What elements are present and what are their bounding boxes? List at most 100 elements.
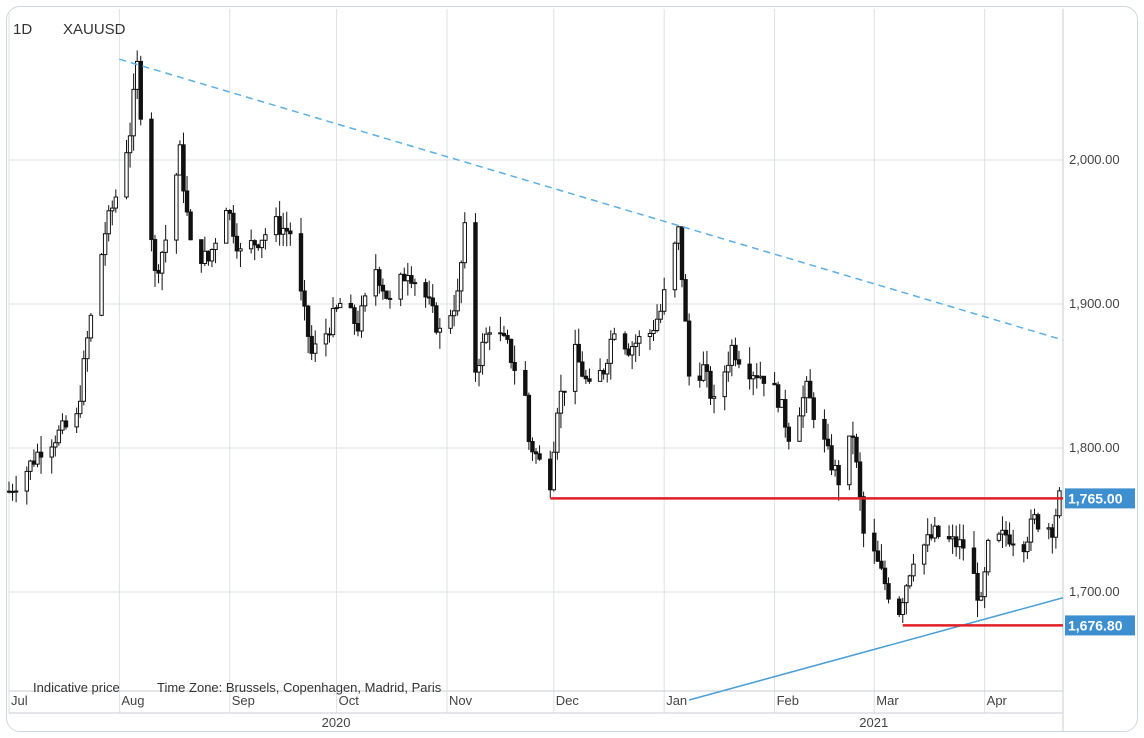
candle-body[interactable] [505,335,510,340]
candle-body[interactable] [754,375,759,379]
candle-body[interactable] [49,446,54,458]
candle-body[interactable] [284,227,289,232]
candle-body[interactable] [231,212,236,237]
candle-body[interactable] [751,375,756,380]
candle-body[interactable] [986,539,991,573]
candle-body[interactable] [156,269,161,274]
candle-body[interactable] [355,323,361,332]
candle-body[interactable] [679,226,685,281]
candle-body[interactable] [797,415,802,442]
candle-body[interactable] [879,560,884,569]
candle-body[interactable] [134,60,140,90]
candle-body[interactable] [832,465,838,471]
candle-body[interactable] [953,536,959,548]
candle-body[interactable] [337,302,343,309]
candle-body[interactable] [950,536,955,540]
candle-body[interactable] [124,152,129,198]
candle-body[interactable] [929,534,934,539]
candle-body[interactable] [409,275,414,284]
candle-body[interactable] [362,295,368,307]
candle-body[interactable] [224,210,229,244]
candle-body[interactable] [28,460,33,472]
candle-body[interactable] [234,235,240,252]
candle-body[interactable] [736,359,742,365]
candle-body[interactable] [829,445,834,471]
candle-body[interactable] [800,397,806,417]
candle-body[interactable] [722,371,727,398]
candle-body[interactable] [533,451,539,455]
candle-body[interactable] [783,399,788,428]
candle-body[interactable] [758,375,763,379]
candle-body[interactable] [626,348,631,356]
candle-body[interactable] [483,333,489,343]
candle-body[interactable] [772,382,777,386]
candle-body[interactable] [10,490,15,493]
candle-body[interactable] [434,305,439,333]
candle-body[interactable] [676,226,681,244]
candle-body[interactable] [946,536,952,540]
candle-body[interactable] [227,210,232,214]
candle-body[interactable] [202,250,208,264]
candle-body[interactable] [88,314,94,339]
candle-body[interactable] [608,338,613,364]
candle-body[interactable] [412,282,418,285]
candle-body[interactable] [605,362,610,375]
candle-body[interactable] [256,244,261,249]
resistance-trendline[interactable] [119,58,1064,341]
candle-body[interactable] [537,453,542,460]
candle-body[interactable] [426,296,432,299]
candle-body[interactable] [957,539,962,548]
candle-body[interactable] [647,333,653,338]
candle-body[interactable] [921,544,927,565]
candle-body[interactable] [305,305,311,337]
candle-body[interactable] [106,210,111,235]
candle-body[interactable] [978,596,984,601]
candle-body[interactable] [1025,541,1030,553]
candle-body[interactable] [163,239,168,253]
candle-body[interactable] [53,442,58,448]
candle-body[interactable] [1010,543,1016,546]
candle-body[interactable] [377,269,382,286]
candle-body[interactable] [1000,529,1005,535]
candle-body[interactable] [761,375,767,384]
candle-body[interactable] [38,451,44,458]
candle-body[interactable] [31,460,37,465]
candle-body[interactable] [697,375,702,381]
candle-body[interactable] [1003,529,1009,536]
candle-body[interactable] [352,307,357,325]
candle-body[interactable] [850,435,856,438]
candle-body[interactable] [729,344,735,366]
candle-body[interactable] [872,532,877,552]
candle-body[interactable] [551,451,557,491]
candle-body[interactable] [861,496,866,534]
candle-body[interactable] [1046,527,1051,530]
candle-body[interactable] [654,318,660,332]
candle-body[interactable] [402,273,407,282]
candle-body[interactable] [459,262,464,292]
candle-body[interactable] [786,426,792,442]
candle-body[interactable] [476,365,482,373]
candle-body[interactable] [81,358,86,402]
candle-body[interactable] [252,240,257,246]
candle-body[interactable] [448,315,453,329]
support-trendline[interactable] [688,597,1064,701]
candle-body[interactable] [451,310,457,317]
candle-body[interactable] [779,399,784,408]
candle-body[interactable] [480,341,485,367]
candle-body[interactable] [576,343,581,363]
candle-body[interactable] [523,369,528,396]
candle-body[interactable] [174,174,179,241]
candle-body[interactable] [572,343,578,392]
candle-body[interactable] [501,332,507,337]
candle-body[interactable] [184,190,190,213]
candle-body[interactable] [886,583,891,600]
candle-body[interactable] [199,239,204,264]
candle-body[interactable] [683,279,688,322]
candle-body[interactable] [323,333,329,345]
candle-body[interactable] [206,250,211,262]
candle-body[interactable] [601,370,606,375]
candle-body[interactable] [733,344,738,361]
candle-body[interactable] [498,332,503,335]
candle-body[interactable] [1032,514,1037,520]
candle-body[interactable] [508,338,514,363]
